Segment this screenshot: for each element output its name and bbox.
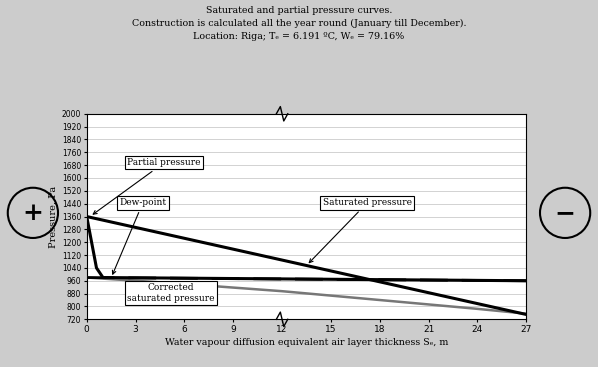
Y-axis label: Pressure, Pa: Pressure, Pa <box>48 185 57 248</box>
Text: Partial pressure: Partial pressure <box>93 158 201 214</box>
X-axis label: Water vapour diffusion equivalent air layer thickness Sₑ, m: Water vapour diffusion equivalent air la… <box>165 338 448 347</box>
Text: Saturated and partial pressure curves.
Construction is calculated all the year r: Saturated and partial pressure curves. C… <box>132 6 466 41</box>
Text: Corrected
saturated pressure: Corrected saturated pressure <box>127 283 215 303</box>
Text: Dew-point: Dew-point <box>112 198 166 274</box>
Text: Saturated pressure: Saturated pressure <box>309 198 412 263</box>
Text: +: + <box>23 201 43 225</box>
Text: −: − <box>554 201 576 225</box>
